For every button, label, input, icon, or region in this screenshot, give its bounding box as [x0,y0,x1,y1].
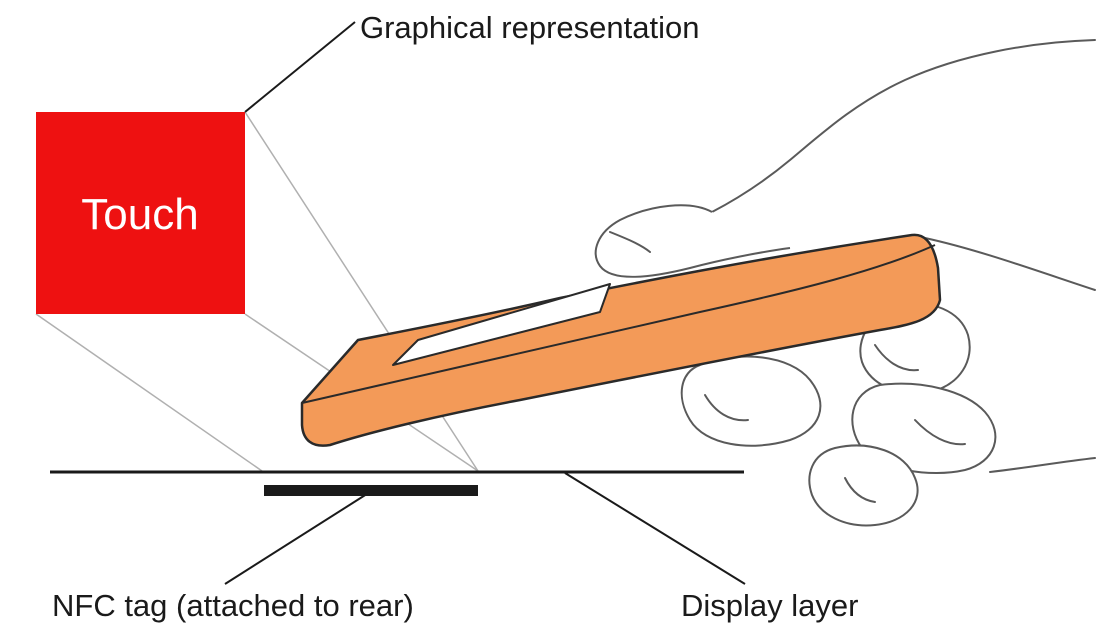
projection-line-left [35,313,263,472]
finger-middle-nail [914,419,966,446]
palm-contour [924,237,1096,291]
nfc-tag-label: NFC tag (attached to rear) [52,588,414,623]
finger-ring [680,355,822,447]
phone-screen [392,283,611,366]
phone-edge-line [301,244,936,404]
mobile-phone-icon [300,233,942,447]
wrist-contour [989,457,1096,473]
thumb-nail [609,231,651,253]
graphical-representation-label: Graphical representation [360,10,699,45]
finger-little-nail [844,477,876,503]
leader-display-layer [564,472,746,585]
touch-box [36,112,245,314]
finger-little [808,444,919,527]
leader-nfc-tag [224,491,371,585]
finger-index-nail [874,344,919,372]
leader-lines [224,21,746,585]
display-layer-label: Display layer [681,588,858,623]
hand-holding-phone-icon [594,39,1096,527]
leader-graphical-representation [244,21,356,113]
finger-ring-nail [704,394,749,422]
thumb-outline [594,204,791,278]
touch-label: Touch [81,190,198,239]
touch-graphic: Touch [36,112,245,314]
hand-back-contour [711,39,1096,213]
nfc-tag-bar [264,485,478,496]
